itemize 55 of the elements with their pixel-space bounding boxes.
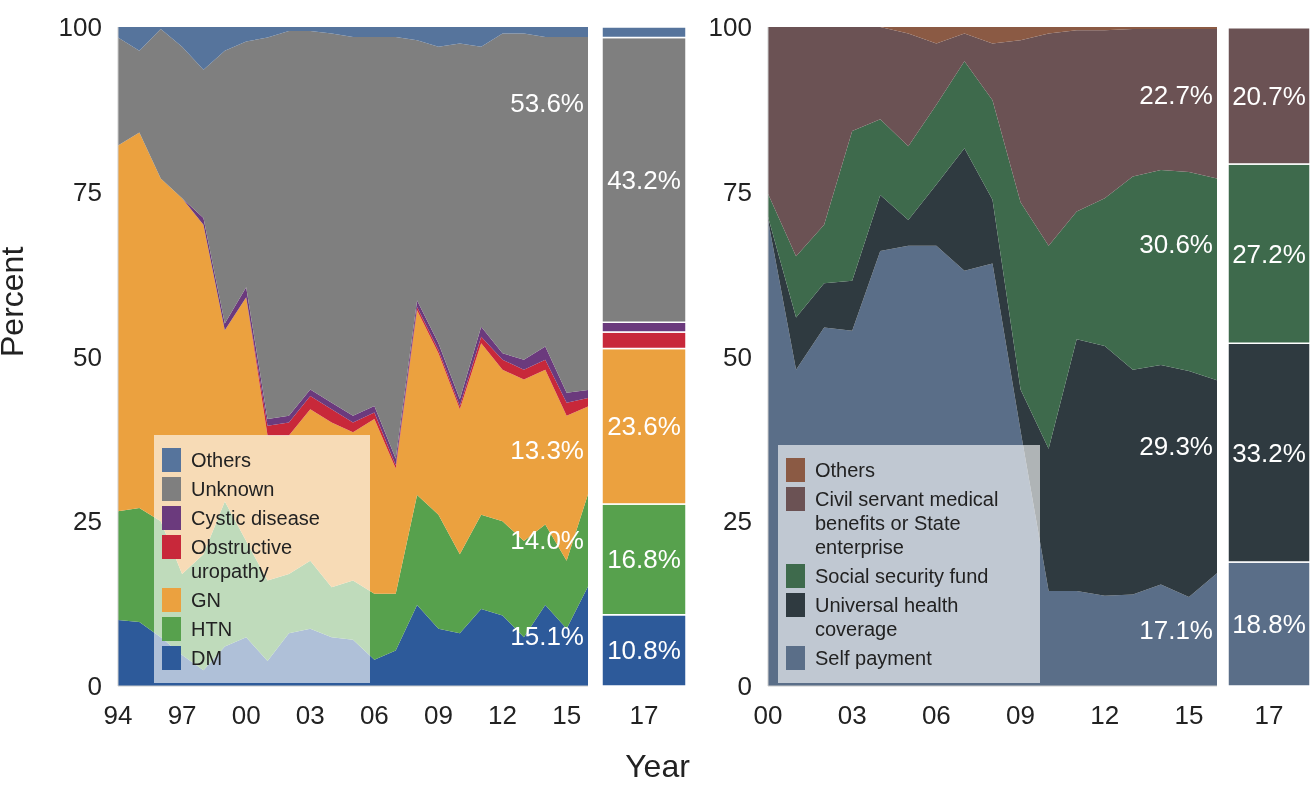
legend-label: Universal health coverage <box>815 593 960 641</box>
x-tick-label: 17 <box>1254 700 1284 731</box>
series-label: Cystic disease <box>191 506 320 530</box>
y-tick-label: 0 <box>737 671 752 702</box>
series-label: HTN <box>191 617 233 641</box>
data-label: 29.3% <box>1139 431 1213 462</box>
legend-label: Self payment <box>815 646 932 670</box>
series-label: Obstructive uropathy <box>191 535 294 583</box>
y-tick-label: 75 <box>723 176 752 207</box>
y-tick-label: 50 <box>723 341 752 372</box>
y-tick-label: 25 <box>73 506 102 537</box>
data-label: 15.1% <box>510 621 584 652</box>
x-tick-label: 15 <box>552 700 582 731</box>
data-label: 30.6% <box>1139 229 1213 260</box>
x-tick-label: 06 <box>359 700 389 731</box>
y-tick-label: 100 <box>58 12 102 43</box>
x-tick-label: 17 <box>629 700 659 731</box>
data-label: 18.8% <box>1232 609 1306 640</box>
data-label: 33.2% <box>1232 437 1306 468</box>
y-tick-label: 75 <box>73 176 102 207</box>
legend-label: Civil servant medical benefits or State enterprise <box>815 487 1000 559</box>
data-label: 13.3% <box>510 435 584 466</box>
x-tick-label: 97 <box>167 700 197 731</box>
y-axis-title: Percent <box>0 246 31 357</box>
legend-label: Social security fund <box>815 564 989 588</box>
x-tick-label: 12 <box>1090 700 1120 731</box>
x-tick-label: 03 <box>837 700 867 731</box>
x-tick-label: 06 <box>921 700 951 731</box>
data-label: 16.8% <box>607 544 681 575</box>
y-tick-label: 0 <box>87 671 102 702</box>
x-tick-label: 09 <box>423 700 453 731</box>
x-tick-label: 00 <box>231 700 261 731</box>
series-label: DM <box>191 646 223 670</box>
series-label: GN <box>191 588 221 612</box>
data-label: 17.1% <box>1139 614 1213 645</box>
data-label: 27.2% <box>1232 238 1306 269</box>
y-tick-label: 25 <box>723 506 752 537</box>
data-label: 20.7% <box>1232 80 1306 111</box>
y-tick-label: 50 <box>73 341 102 372</box>
x-tick-label: 94 <box>103 700 133 731</box>
x-tick-label: 15 <box>1174 700 1204 731</box>
data-label: 10.8% <box>607 635 681 666</box>
y-tick-label: 100 <box>708 12 752 43</box>
x-axis-title: Year <box>624 748 691 785</box>
series-label: Others <box>191 448 252 472</box>
x-tick-label: 00 <box>753 700 783 731</box>
data-label: 53.6% <box>510 87 584 118</box>
x-tick-label: 09 <box>1006 700 1036 731</box>
series-label: Unknown <box>191 477 275 501</box>
data-label: 43.2% <box>607 164 681 195</box>
data-label: 23.6% <box>607 411 681 442</box>
legend-label: Others <box>815 458 876 482</box>
x-tick-label: 12 <box>488 700 518 731</box>
data-label: 22.7% <box>1139 79 1213 110</box>
x-tick-label: 03 <box>295 700 325 731</box>
